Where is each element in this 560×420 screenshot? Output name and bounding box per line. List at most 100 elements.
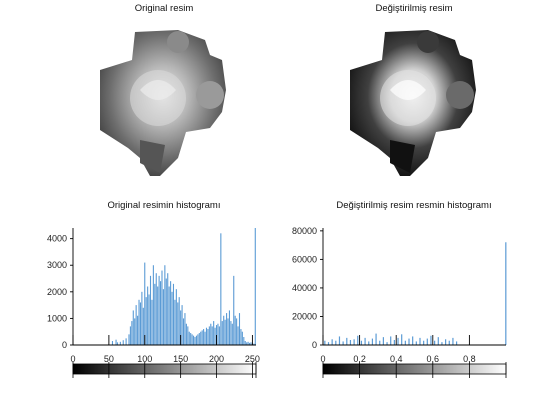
image-title-modified: Değiştirilmiş resim [375,3,452,14]
hist1-bar [248,342,251,345]
hist1-bar [230,321,232,345]
hist1-bar [131,321,133,345]
hist1-y-tick-label: 3000 [47,260,67,270]
hist1-bar [240,329,242,345]
hist1-bar [174,299,176,345]
hist1-bar [188,331,190,345]
hist1-bar [194,337,196,345]
hist1-bar [195,335,197,345]
hist1-bar [132,310,134,345]
modified-image [350,30,476,176]
hist1-bar [223,315,225,345]
hist1-bar [201,330,203,346]
hist1-bar [122,340,124,345]
hist1-bar [151,299,153,345]
hist2-bar [419,337,421,345]
hist1-bar [147,286,149,345]
hist1-bar [210,323,212,345]
hist1-bar [164,265,166,345]
hist1-x-tick-label: 50 [104,354,114,364]
hist2-bar [360,340,363,345]
hist2-bar [353,339,355,345]
hist1-bar [204,331,206,345]
hist1-y-tick-label: 1000 [47,313,67,323]
original-bud [167,31,189,53]
hist2-bar [415,341,417,345]
modified-leaf [390,140,415,173]
hist1-bar [139,302,142,345]
hist1-bar [224,319,226,345]
hist2-bar [342,341,344,345]
hist2-bar [445,339,447,345]
hist2-bar [368,341,370,345]
hist1-bar [191,334,193,345]
hist2-bar [452,337,454,345]
hist1-bar [213,321,215,345]
hist1-bars [111,228,256,346]
hist1-bar [172,283,175,345]
hist2-colorbar-ticks [322,362,507,378]
hist1-colorbar-ticks [72,362,257,378]
hist2-bar [505,242,507,345]
hist1-bar [218,326,220,345]
hist1-bar [244,341,246,345]
hist1-bar [161,270,163,345]
hist1-bar [157,286,159,345]
hist1-bar [217,323,219,345]
hist1-bar [152,265,154,345]
hist2-bar [397,337,399,345]
hist2-x-tick-label: 0.4 [390,354,403,364]
hist2-bar [364,337,366,345]
hist1-bar [175,289,177,345]
hist2-bar [327,342,330,345]
hist2-y-tick-label: 0 [312,340,317,350]
hist1-bar [247,341,249,345]
hist1-bar [200,331,202,345]
hist2-bars [324,242,507,345]
hist1-bar [178,297,180,345]
hist1-bar [180,310,182,345]
hist1-bar [226,313,228,345]
hist1-bar [177,302,179,345]
hist1-bar [165,278,167,345]
original-leaf [140,140,165,173]
hist2-bar [426,338,428,345]
hist1-bar [181,305,183,345]
hist1-bar [184,313,186,345]
hist1-x-tick-label: 100 [137,354,152,364]
original-side-rose [196,81,224,109]
hist1-bar [227,318,229,345]
hist1-bar [241,331,243,345]
hist1-y-tick-label: 4000 [47,234,67,244]
hist1-x-tick-label: 250 [245,354,260,364]
hist1-bar [203,329,205,345]
hist2-title: Değiştirilmiş resim resmin histogramı [336,200,491,211]
hist1-bar [246,342,248,345]
hist1-bar [145,297,147,345]
hist1-x-tick-label: 150 [173,354,188,364]
hist2-bar [393,340,395,345]
hist1-x-tick-label: 200 [209,354,224,364]
hist2-bar [346,337,348,345]
hist1-bar [190,333,192,345]
hist1-bar [185,323,187,345]
hist2-y-tick-label: 20000 [292,311,317,321]
hist2-bar [401,334,403,345]
hist1-bar [167,273,169,345]
hist1-bar [211,326,213,345]
hist1-bar [142,307,144,345]
hist1-bar [205,327,208,345]
hist1-bar [233,275,235,345]
hist2-axes: 0 20000 40000 60000 80000 0 0.2 0.4 0.6 0.8 [292,226,506,364]
hist2-bar [434,340,436,345]
hist1-bar [115,339,117,345]
hist1-bar [231,323,233,345]
hist1-colorbar [72,363,257,375]
hist2-bar [349,340,352,345]
hist1-title: Original resimin histogramı [108,200,221,211]
hist1-bar [228,310,230,345]
hist1-bar [144,262,146,345]
hist1-bar [197,334,199,345]
hist1-y-tick-label: 0 [62,340,67,350]
